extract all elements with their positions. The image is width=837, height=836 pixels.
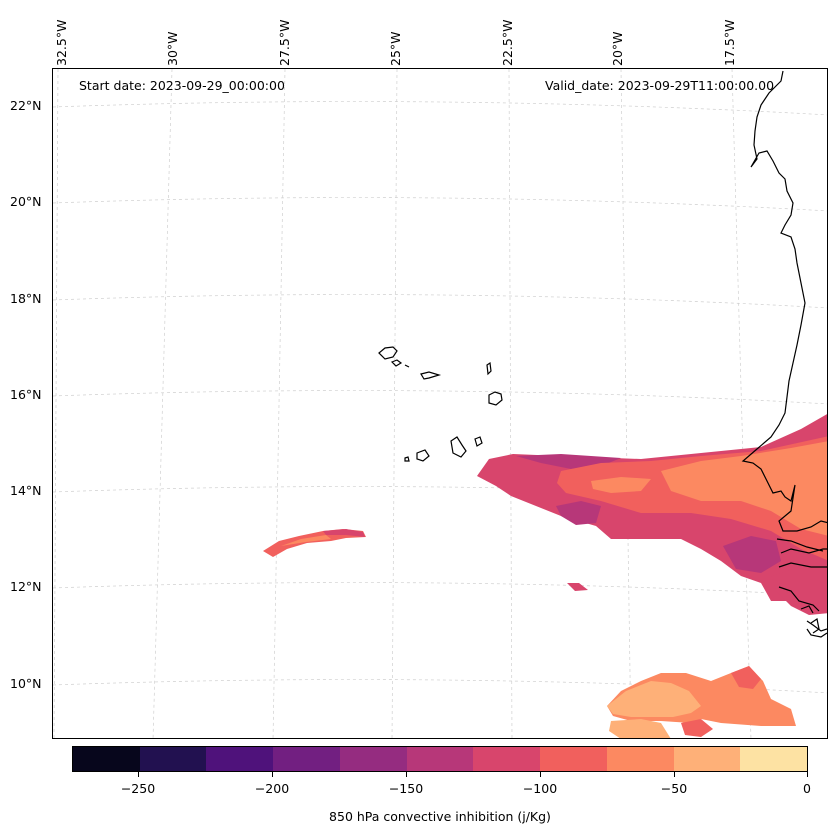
cin-region-south-dark bbox=[731, 666, 761, 689]
colorbar-label-minus-150: −150 bbox=[388, 781, 424, 796]
colorbar-segment bbox=[673, 747, 741, 771]
gridline-lat-18n bbox=[53, 294, 827, 309]
cin-region-main-purple-3 bbox=[723, 536, 781, 573]
gridline-lon-20w bbox=[620, 69, 632, 738]
cin-region-southeast-pink bbox=[771, 566, 827, 615]
cin-contours bbox=[263, 414, 827, 738]
start-date-label: Start date: 2023-09-29_00:00:00 bbox=[79, 78, 285, 93]
colorbar-tick bbox=[540, 772, 541, 777]
cin-region-west-strip bbox=[263, 529, 366, 557]
colorbar-segment bbox=[273, 747, 340, 771]
colorbar-segment bbox=[406, 747, 474, 771]
cin-region-small-patch bbox=[567, 583, 588, 591]
island-sao-nicolau bbox=[420, 371, 442, 380]
colorbar-title: 850 hPa convective inhibition (j/Kg) bbox=[329, 809, 551, 824]
colorbar-tick bbox=[807, 772, 808, 777]
cin-region-south-light-2 bbox=[609, 719, 671, 738]
gridline-lon-32-5w bbox=[53, 69, 59, 738]
colorbar-segment bbox=[139, 747, 207, 771]
map-panel[interactable] bbox=[52, 68, 828, 739]
coastline-gambia bbox=[776, 538, 824, 552]
colorbar-segment bbox=[473, 747, 541, 771]
coastlines bbox=[378, 70, 827, 638]
colorbar bbox=[72, 746, 808, 772]
lat-label-14n: 14°N bbox=[10, 483, 42, 498]
lon-label-20w: 20°W bbox=[610, 31, 625, 66]
lat-label-22n: 22°N bbox=[10, 98, 42, 113]
cin-region-south-light bbox=[607, 681, 701, 717]
island-maio bbox=[474, 436, 483, 447]
colorbar-tick bbox=[674, 772, 675, 777]
colorbar-tick bbox=[406, 772, 407, 777]
lon-label-30w: 30°W bbox=[165, 31, 180, 66]
lon-label-22-5w: 22.5°W bbox=[500, 19, 515, 66]
gridline-lon-25w bbox=[391, 69, 398, 738]
island-fogo bbox=[416, 449, 430, 462]
gridline-lat-10n bbox=[53, 679, 827, 694]
island-sao-vicente bbox=[390, 359, 403, 367]
cin-region-main-purple-2 bbox=[556, 501, 601, 525]
island-santa-luzia bbox=[404, 364, 410, 368]
lon-label-32-5w: 32.5°W bbox=[54, 19, 69, 66]
gridline-lat-20n bbox=[53, 197, 827, 212]
colorbar-segment bbox=[740, 747, 808, 771]
coastline-guinea-bissau-islands bbox=[800, 605, 827, 638]
island-boa-vista bbox=[488, 391, 503, 406]
cin-region-main-orange bbox=[661, 441, 827, 536]
lon-label-25w: 25°W bbox=[388, 31, 403, 66]
colorbar-tick bbox=[272, 772, 273, 777]
gridline-lon-17-5w bbox=[731, 69, 752, 738]
colorbar-segment bbox=[606, 747, 674, 771]
colorbar-label-zero: 0 bbox=[803, 781, 811, 796]
island-sal bbox=[486, 361, 492, 376]
lat-label-12n: 12°N bbox=[10, 579, 42, 594]
cin-region-south-dark-2 bbox=[681, 719, 713, 737]
gridline-lat-14n bbox=[53, 486, 827, 501]
cin-region-west-strip-light bbox=[281, 535, 331, 546]
cin-region-main-orange-west bbox=[591, 477, 651, 493]
island-brava bbox=[404, 456, 410, 462]
gridline-lat-16n bbox=[53, 390, 827, 405]
gridlines bbox=[53, 69, 827, 738]
coastline-africa bbox=[741, 70, 827, 632]
map-canvas bbox=[53, 69, 827, 738]
colorbar-tick bbox=[138, 772, 139, 777]
island-santo-antao bbox=[378, 346, 398, 360]
colorbar-segment bbox=[540, 747, 607, 771]
colorbar-label-minus-250: −250 bbox=[120, 781, 156, 796]
lat-label-20n: 20°N bbox=[10, 194, 42, 209]
valid-date-label: Valid_date: 2023-09-29T11:00:00.00 bbox=[545, 78, 775, 93]
gridline-lon-30w bbox=[152, 69, 173, 738]
gridline-lon-27-5w bbox=[272, 69, 286, 738]
colorbar-segment bbox=[73, 747, 140, 771]
lon-label-17-5w: 17.5°W bbox=[722, 19, 737, 66]
gridline-lat-22n bbox=[53, 101, 827, 116]
colorbar-label-minus-200: −200 bbox=[254, 781, 290, 796]
lon-label-27-5w: 27.5°W bbox=[277, 19, 292, 66]
colorbar-segment bbox=[206, 747, 274, 771]
colorbar-segment bbox=[339, 747, 407, 771]
lat-label-18n: 18°N bbox=[10, 291, 42, 306]
gridline-lat-12n bbox=[53, 582, 827, 597]
colorbar-label-minus-100: −100 bbox=[522, 781, 558, 796]
lat-label-16n: 16°N bbox=[10, 387, 42, 402]
colorbar-label-minus-50: −50 bbox=[660, 781, 688, 796]
gridline-lon-22-5w bbox=[508, 69, 513, 738]
cin-region-west-strip-dark bbox=[323, 529, 365, 537]
lat-label-10n: 10°N bbox=[10, 676, 42, 691]
island-santiago bbox=[450, 436, 467, 458]
